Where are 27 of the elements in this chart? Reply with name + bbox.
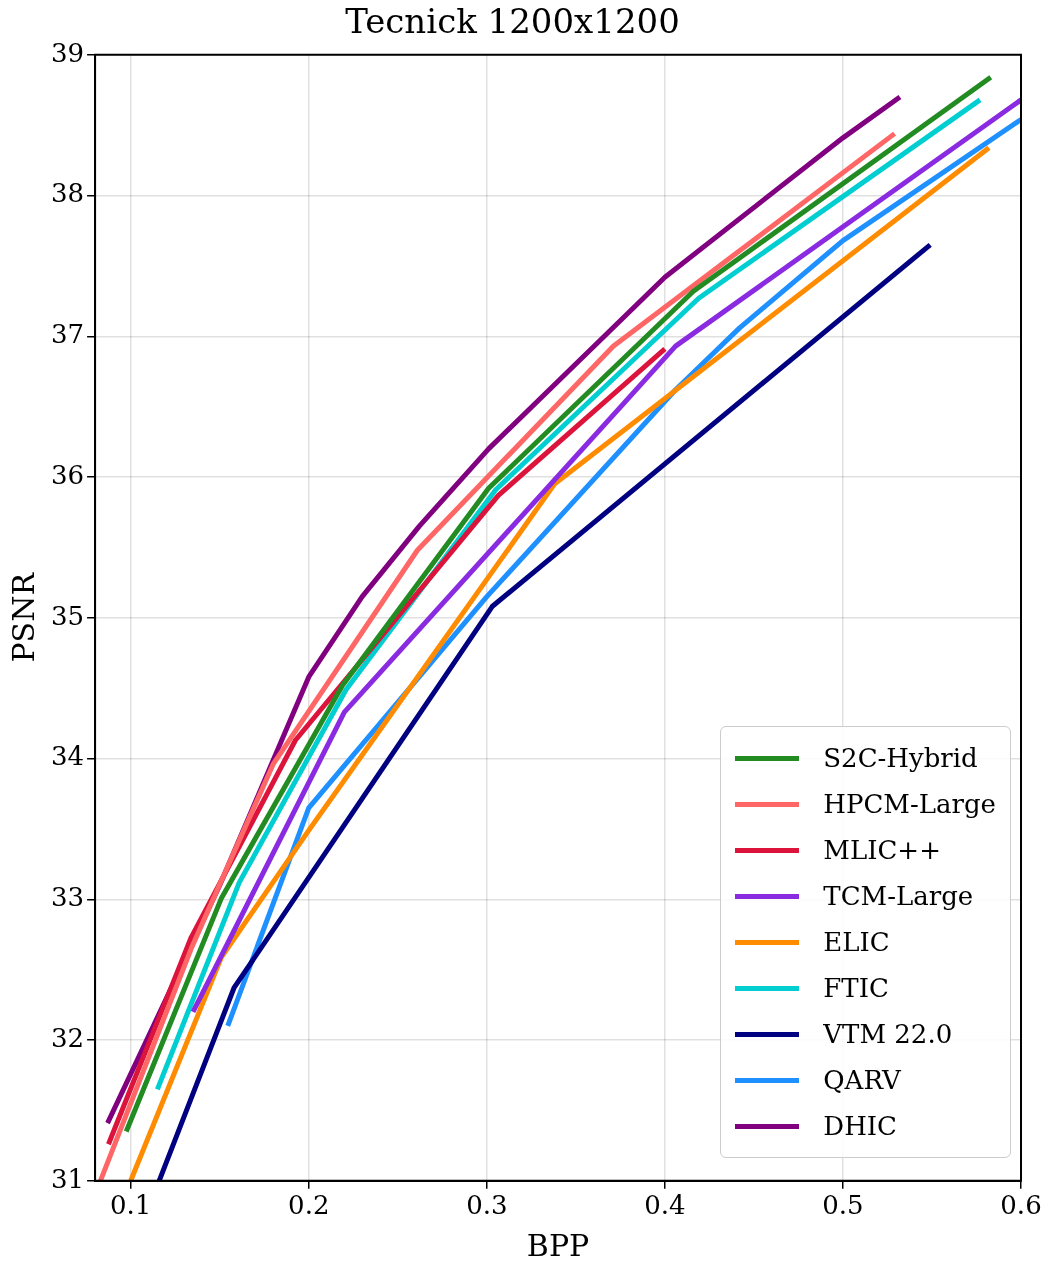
- legend-label: FTIC: [823, 973, 889, 1003]
- legend-label: VTM 22.0: [823, 1019, 953, 1049]
- legend-label: DHIC: [823, 1111, 897, 1141]
- x-tick-label: 0.3: [466, 1190, 508, 1221]
- x-tick-label: 0.5: [822, 1190, 864, 1221]
- y-tick-label: 35: [50, 600, 85, 631]
- legend-label: QARV: [823, 1065, 901, 1095]
- y-tick-label: 32: [50, 1022, 85, 1053]
- y-tick-label: 38: [50, 178, 85, 209]
- x-tick-label: 0.1: [110, 1190, 152, 1221]
- y-tick-label: 31: [50, 1163, 85, 1194]
- x-tick-label: 0.2: [288, 1190, 330, 1221]
- legend-label: S2C-Hybrid: [823, 743, 978, 773]
- x-axis-title: BPP: [526, 1227, 590, 1263]
- y-tick-label: 39: [50, 37, 85, 68]
- chart-title: Tecnick 1200x1200: [345, 1, 680, 42]
- x-tick-label: 0.6: [1000, 1190, 1042, 1221]
- y-tick-label: 37: [50, 319, 85, 350]
- legend-label: MLIC++: [823, 835, 941, 865]
- y-tick-label: 34: [50, 741, 85, 772]
- legend-label: ELIC: [823, 927, 890, 957]
- legend-label: TCM-Large: [823, 881, 974, 911]
- y-axis-title: PSNR: [5, 571, 41, 663]
- x-tick-label: 0.4: [644, 1190, 686, 1221]
- y-tick-label: 33: [50, 882, 85, 913]
- y-tick-label: 36: [50, 459, 85, 490]
- legend-label: HPCM-Large: [823, 789, 996, 819]
